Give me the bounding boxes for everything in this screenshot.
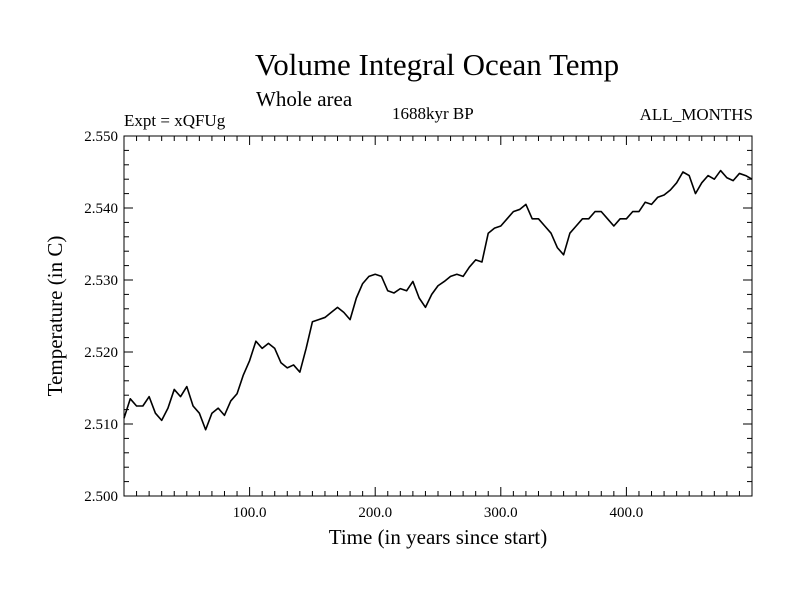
- axis-ticks: [124, 136, 752, 496]
- series-line: [123, 169, 753, 431]
- x-axis-label: Time (in years since start): [329, 525, 548, 549]
- y-tick-label: 2.520: [84, 345, 118, 361]
- months-label: ALL_MONTHS: [639, 105, 753, 124]
- experiment-label: Expt = xQFUg: [124, 111, 226, 130]
- chart-title: Volume Integral Ocean Temp: [254, 47, 620, 82]
- axis-tick-labels: 100.0 200.0 300.0 400.0 2.500 2.510 2.520 2.530…: [84, 129, 643, 521]
- y-tick-label: 2.550: [84, 129, 118, 145]
- y-tick-label: 2.530: [84, 273, 118, 289]
- chart-subtitle: Whole area: [256, 87, 353, 111]
- y-tick-label: 2.500: [84, 489, 118, 505]
- y-tick-label: 2.540: [84, 201, 118, 217]
- x-tick-label: 200.0: [358, 505, 392, 521]
- x-tick-label: 300.0: [484, 505, 518, 521]
- y-tick-label: 2.510: [84, 417, 118, 433]
- y-axis-label: Temperature (in C): [43, 236, 67, 397]
- plot-frame: [123, 135, 753, 497]
- x-tick-label: 400.0: [610, 505, 644, 521]
- x-tick-label: 100.0: [233, 505, 267, 521]
- period-label: 1688kyr BP: [392, 104, 474, 123]
